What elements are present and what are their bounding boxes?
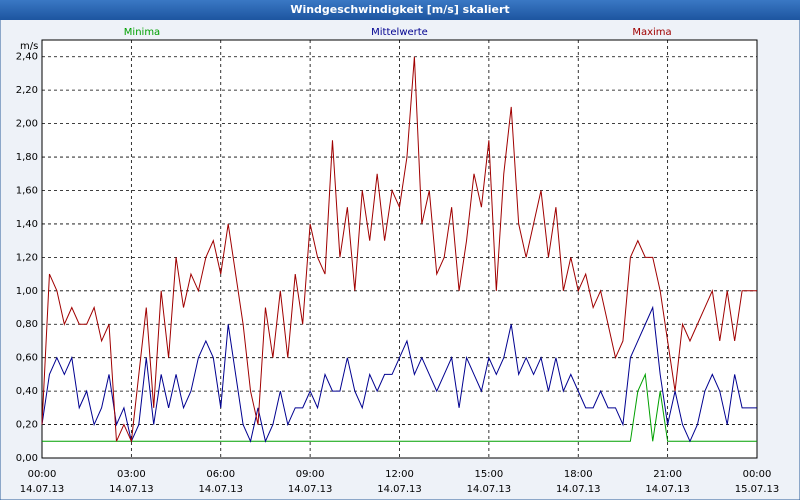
y-tick-label: 1,20 [16,252,38,263]
x-tick-date: 14.07.13 [556,484,601,495]
legend-entry: Maxima [632,27,671,38]
x-tick-date: 15.07.13 [735,484,780,495]
y-tick-label: 2,40 [16,52,38,63]
legend-entry: Mittelwerte [371,27,428,38]
x-tick-label: 09:00 [296,469,325,480]
y-tick-label: 1,80 [16,152,38,163]
x-tick-label: 00:00 [28,469,57,480]
y-tick-label: 0,80 [16,319,38,330]
x-tick-label: 00:00 [743,469,772,480]
y-tick-label: 0,60 [16,353,38,364]
legend-entry: Minima [124,27,160,38]
x-tick-label: 06:00 [206,469,235,480]
x-tick-date: 14.07.13 [109,484,154,495]
x-tick-label: 15:00 [474,469,503,480]
x-tick-date: 14.07.13 [288,484,333,495]
y-tick-label: 0,00 [16,453,38,464]
y-tick-label: 1,40 [16,219,38,230]
data-line [41,56,757,444]
y-tick-label: 2,00 [16,119,38,130]
x-tick-date: 14.07.13 [645,484,690,495]
y-tick-label: 1,00 [16,286,38,297]
x-tick-date: 14.07.13 [377,484,422,495]
y-tick-label: 0,20 [16,420,38,431]
y-tick-label: 1,60 [16,185,38,196]
y-tick-label: 2,20 [16,85,38,96]
title-bar [0,0,800,20]
data-line [41,305,757,443]
y-tick-label: 0,40 [16,386,38,397]
x-tick-label: 21:00 [653,469,682,480]
y-axis-label: m/s [20,41,38,52]
x-tick-date: 14.07.13 [198,484,243,495]
x-tick-label: 18:00 [564,469,593,480]
x-tick-date: 14.07.13 [20,484,65,495]
x-tick-date: 14.07.13 [467,484,512,495]
x-tick-label: 03:00 [117,469,146,480]
data-line [42,372,757,442]
x-tick-label: 12:00 [385,469,414,480]
chart-title: Windgeschwindigkeit [m/s] skaliert [290,3,509,16]
